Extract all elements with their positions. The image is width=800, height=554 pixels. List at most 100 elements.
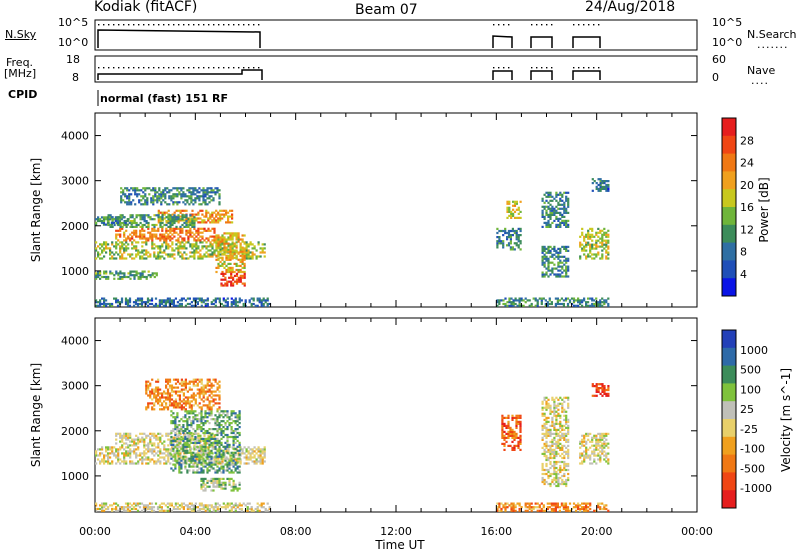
heatmap-cell xyxy=(196,445,199,448)
heatmap-cell xyxy=(206,382,209,385)
heatmap-cell xyxy=(149,392,152,395)
heatmap-cell xyxy=(145,221,148,225)
heatmap-cell xyxy=(119,257,122,260)
freq-tick-top: 18 xyxy=(66,53,80,66)
heatmap-cell xyxy=(518,302,521,306)
heatmap-cell xyxy=(190,509,193,512)
heatmap-cell xyxy=(503,442,506,445)
heatmap-cell xyxy=(224,299,227,302)
heatmap-cell xyxy=(153,218,156,221)
heatmap-cell xyxy=(99,460,102,463)
heatmap-cell xyxy=(127,275,130,279)
heatmap-cell xyxy=(151,223,154,227)
heatmap-cell xyxy=(193,237,196,240)
heatmap-cell xyxy=(208,422,211,425)
heatmap-cell xyxy=(585,452,588,455)
heatmap-cell xyxy=(607,257,610,260)
heatmap-cell xyxy=(226,280,229,283)
heatmap-cell xyxy=(232,459,235,462)
heatmap-cell xyxy=(172,506,175,509)
heatmap-cell xyxy=(173,235,176,238)
heatmap-cell xyxy=(202,392,205,395)
heatmap-cell xyxy=(220,481,223,484)
heatmap-cell xyxy=(115,247,118,250)
heatmap-cell xyxy=(587,438,590,441)
heatmap-cell xyxy=(180,502,183,505)
heatmap-cell xyxy=(210,302,213,306)
heatmap-cell xyxy=(597,235,600,238)
heatmap-cell xyxy=(202,469,205,472)
heatmap-cell xyxy=(137,272,140,275)
heatmap-cell xyxy=(210,433,213,437)
heatmap-cell xyxy=(214,504,217,507)
heatmap-cell xyxy=(549,203,552,206)
heatmap-cell xyxy=(212,437,215,440)
heatmap-cell xyxy=(235,280,239,283)
heatmap-cell xyxy=(111,241,114,244)
heatmap-cell xyxy=(114,216,117,219)
heatmap-cell xyxy=(103,299,106,302)
heatmap-cell xyxy=(115,456,118,459)
heatmap-cell xyxy=(147,456,150,459)
heatmap-cell xyxy=(225,270,228,274)
heatmap-cell xyxy=(150,507,154,511)
heatmap-cell xyxy=(555,454,558,458)
heatmap-cell xyxy=(160,301,163,304)
heatmap-cell xyxy=(190,301,193,304)
heatmap-cell xyxy=(139,251,142,254)
heatmap-cell xyxy=(192,451,195,454)
heatmap-cell xyxy=(162,193,165,196)
heatmap-cell xyxy=(167,247,170,250)
heatmap-cell xyxy=(587,253,590,256)
heatmap-cell xyxy=(543,452,546,455)
heatmap-cell xyxy=(605,245,608,248)
heatmap-cell xyxy=(553,464,556,468)
heatmap-cell xyxy=(532,297,535,300)
heatmap-cell xyxy=(128,189,131,192)
heatmap-cell xyxy=(143,446,146,449)
heatmap-cell xyxy=(226,301,229,304)
heatmap-cell xyxy=(189,245,192,248)
heatmap-cell xyxy=(553,412,556,415)
trace-dot xyxy=(208,67,210,69)
heatmap-cell xyxy=(206,453,209,456)
heatmap-cell xyxy=(131,462,134,465)
heatmap-cell xyxy=(214,469,217,472)
heatmap-cell xyxy=(143,235,146,238)
heatmap-cell xyxy=(125,249,128,252)
heatmap-cell xyxy=(561,207,564,210)
heatmap-cell xyxy=(577,301,580,304)
heatmap-cell xyxy=(119,235,122,238)
heatmap-cell xyxy=(99,302,102,306)
heatmap-cell xyxy=(157,214,160,217)
heatmap-cell xyxy=(144,509,148,512)
heatmap-cell xyxy=(105,446,108,449)
heatmap-cell xyxy=(131,270,134,273)
heatmap-cell xyxy=(116,223,119,226)
heatmap-cell xyxy=(585,456,588,459)
heatmap-cell xyxy=(176,386,180,389)
heatmap-cell xyxy=(545,456,548,460)
heatmap-cell xyxy=(557,438,560,441)
heatmap-cell xyxy=(127,434,130,437)
heatmap-cell xyxy=(227,270,230,274)
heatmap-cell xyxy=(157,392,160,395)
heatmap-cell xyxy=(157,454,160,457)
heatmap-cell xyxy=(207,219,210,222)
heatmap-cell xyxy=(231,209,234,212)
heatmap-cell xyxy=(551,472,554,476)
heatmap-cell xyxy=(103,509,106,512)
heatmap-cell xyxy=(113,223,116,227)
heatmap-cell xyxy=(543,275,546,278)
trace-dot xyxy=(168,67,170,69)
heatmap-cell xyxy=(238,457,241,460)
heatmap-cell xyxy=(581,438,584,441)
heatmap-cell xyxy=(125,460,128,463)
heatmap-cell xyxy=(214,299,217,302)
heatmap-cell xyxy=(204,509,207,512)
heatmap-cell xyxy=(545,223,548,226)
heatmap-cell xyxy=(191,255,194,258)
heatmap-cell xyxy=(165,253,168,256)
heatmap-cell xyxy=(545,195,548,198)
heatmap-cell xyxy=(241,260,244,263)
